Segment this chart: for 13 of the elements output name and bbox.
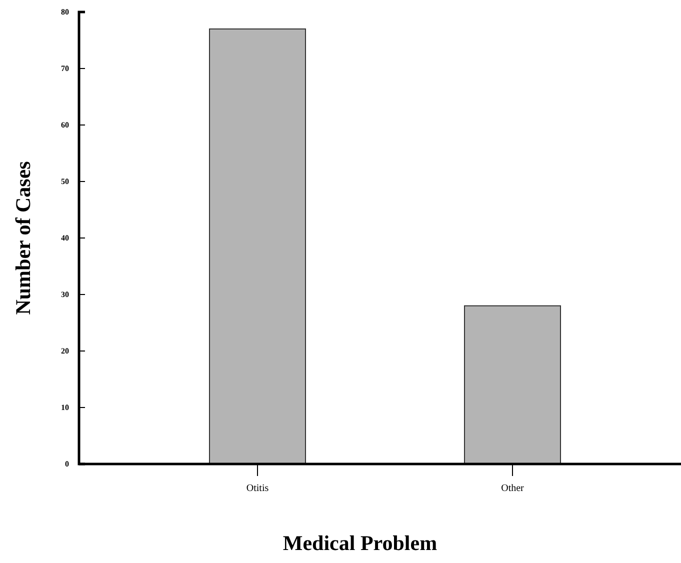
- y-tick-label: 0: [65, 460, 69, 469]
- y-tick-label: 80: [61, 8, 69, 17]
- y-tick-label: 30: [61, 290, 69, 300]
- y-tick-label: 40: [61, 234, 69, 243]
- x-tick-label: Other: [501, 483, 525, 494]
- y-tick-label: 10: [61, 403, 69, 412]
- y-tick-label: 70: [61, 64, 69, 74]
- y-axis-title: Number of Cases: [11, 161, 35, 315]
- x-tick-label: Otitis: [246, 483, 269, 494]
- x-axis-title: Medical Problem: [282, 531, 438, 555]
- y-tick-label: 50: [61, 177, 69, 186]
- y-tick-label: 20: [61, 346, 69, 356]
- y-tick-label: 60: [61, 120, 69, 130]
